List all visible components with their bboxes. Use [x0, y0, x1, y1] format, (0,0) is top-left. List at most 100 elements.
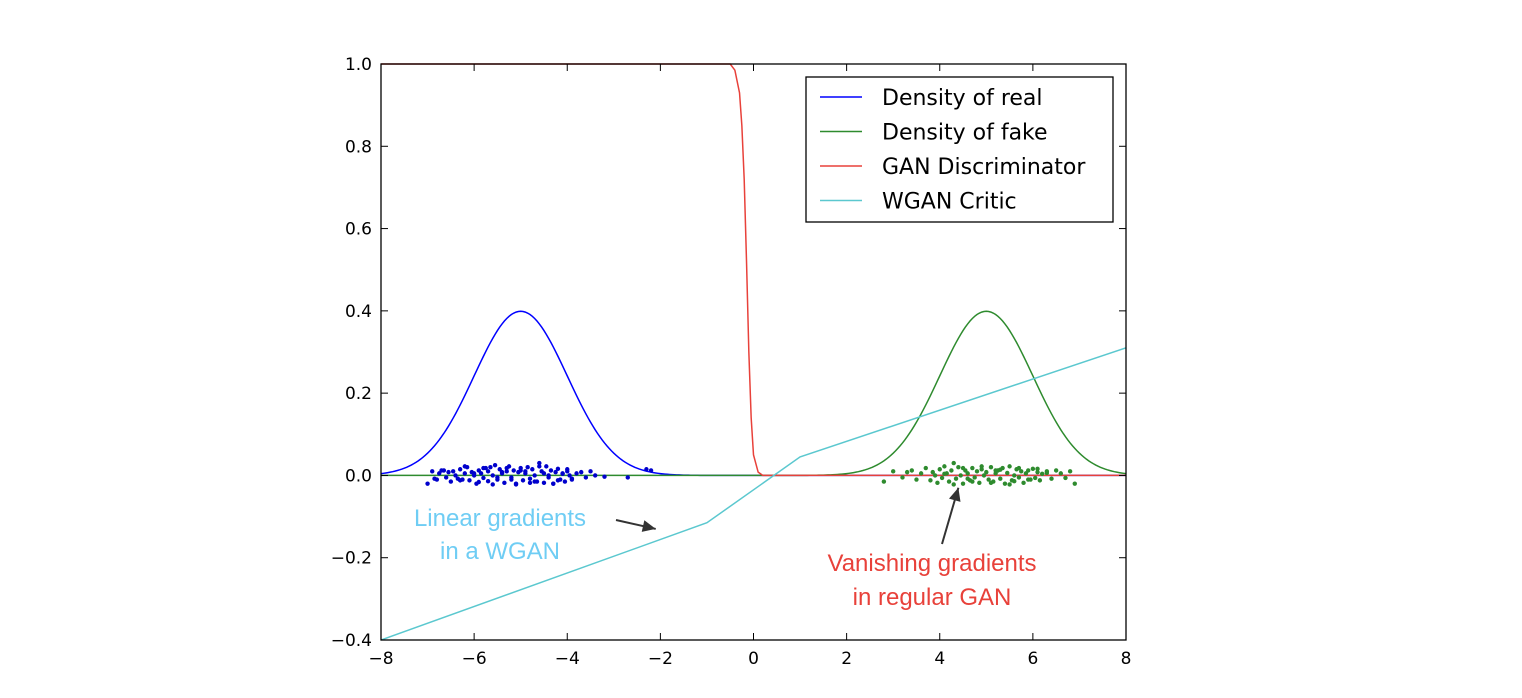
fake-samples-point — [1019, 469, 1024, 474]
real-samples-point — [490, 473, 495, 478]
fake-samples-point — [1033, 475, 1038, 481]
fake-samples-point — [942, 464, 947, 469]
fake-samples-point — [970, 465, 975, 471]
legend-label: WGAN Critic — [882, 190, 1017, 215]
real-samples-point — [513, 482, 519, 487]
real-samples-point — [495, 475, 500, 480]
fake-samples-point — [1037, 478, 1043, 483]
x-tick-label: −4 — [555, 649, 580, 669]
fake-samples-point — [1035, 469, 1040, 475]
fake-samples-point — [1012, 473, 1017, 478]
fake-samples-point — [1026, 477, 1031, 482]
real-samples-point — [453, 473, 458, 478]
x-tick-label: −6 — [462, 649, 487, 669]
annotations-layer: Linear gradients in a WGAN Vanishing gradi… — [414, 487, 1037, 611]
fake-samples-point — [1005, 470, 1010, 476]
fake-samples-point — [988, 480, 994, 486]
real-samples-point — [544, 464, 549, 469]
real-samples-point — [520, 478, 526, 483]
fake-samples-point — [937, 467, 942, 472]
real-samples-point — [579, 469, 584, 475]
fake-samples-point — [1039, 471, 1045, 476]
real-samples-point — [490, 482, 495, 487]
real-samples-point — [518, 468, 523, 473]
real-samples-point — [555, 466, 561, 472]
fake-samples-point — [890, 469, 896, 474]
real-samples-point — [592, 473, 598, 478]
x-tick-label: 6 — [1027, 649, 1038, 669]
fake-samples-point — [984, 469, 989, 475]
fake-samples-point — [1016, 475, 1022, 480]
real-samples-point — [467, 478, 472, 483]
fake-samples-point — [1021, 480, 1026, 486]
legend-box — [805, 76, 1114, 223]
annotation: Linear gradients in a WGAN — [414, 505, 656, 565]
real-samples-point — [462, 471, 468, 476]
fake-samples-point — [1072, 481, 1077, 486]
real-samples-point — [574, 471, 579, 476]
real-samples-point — [430, 469, 435, 474]
fake-samples-point — [881, 479, 887, 484]
real-samples-point — [425, 481, 430, 486]
fake-samples-point — [972, 475, 977, 480]
real-samples-point — [446, 469, 451, 475]
real-samples-point — [537, 460, 542, 466]
x-tick-label: 2 — [841, 649, 852, 669]
annotation-arrowhead — [641, 520, 656, 532]
real-samples-point — [492, 462, 498, 468]
fake-samples-point — [942, 471, 947, 476]
real-samples-point — [443, 475, 449, 480]
y-tick-label: 1.0 — [345, 55, 372, 75]
fake-samples-point — [970, 479, 975, 484]
real-samples-point — [541, 480, 547, 486]
fake-samples-point — [1053, 468, 1059, 473]
fake-samples-point — [946, 479, 952, 484]
fake-samples-point — [904, 469, 910, 475]
fake-samples-point — [909, 468, 915, 473]
y-tick-label: −0.4 — [331, 631, 372, 651]
fake-samples-point — [998, 476, 1003, 481]
fake-samples-point — [949, 468, 954, 473]
series-line-density-of-fake — [381, 310, 1126, 477]
fake-samples-point — [1007, 482, 1012, 487]
x-tick-label: 0 — [748, 649, 759, 669]
fake-samples-point — [930, 469, 935, 475]
real-samples-point — [432, 476, 437, 481]
fake-samples-point — [1058, 471, 1064, 476]
fake-samples-point — [960, 465, 966, 471]
real-samples-point — [511, 468, 516, 473]
legend-label: Density of fake — [882, 121, 1048, 146]
fake-samples-point — [1067, 469, 1073, 474]
fake-samples-point — [986, 477, 991, 482]
y-tick-label: 0.6 — [345, 220, 372, 240]
fake-samples-point — [900, 475, 905, 480]
real-samples-point — [499, 469, 505, 475]
fake-samples-point — [1007, 464, 1012, 469]
y-tick-label: 0.0 — [345, 466, 372, 486]
fake-samples-point — [958, 473, 963, 478]
fake-samples-point — [1035, 466, 1040, 472]
y-tick-label: 0.8 — [345, 137, 372, 157]
real-samples-point — [481, 465, 486, 471]
real-samples-point — [502, 480, 507, 486]
fake-samples-point — [993, 468, 998, 473]
real-samples-point — [541, 471, 547, 476]
fake-samples-point — [935, 480, 940, 486]
fake-samples-point — [923, 465, 928, 471]
fake-samples-point — [932, 473, 938, 478]
real-samples-point — [476, 479, 481, 485]
x-tick-label: 4 — [934, 649, 945, 669]
real-samples-point — [565, 467, 570, 472]
annotation-text: Linear gradients — [414, 505, 586, 532]
annotation-arrowhead — [948, 487, 961, 502]
fake-samples-point — [981, 473, 987, 478]
real-samples-point — [567, 473, 572, 478]
x-tick-label: −2 — [648, 649, 673, 669]
real-samples-point — [555, 478, 561, 483]
real-samples-point — [562, 479, 568, 484]
fake-samples-point — [914, 477, 919, 482]
real-samples-point — [560, 471, 565, 476]
fake-samples-point — [974, 469, 980, 474]
real-samples-point — [527, 476, 533, 481]
real-samples-point — [546, 473, 551, 478]
